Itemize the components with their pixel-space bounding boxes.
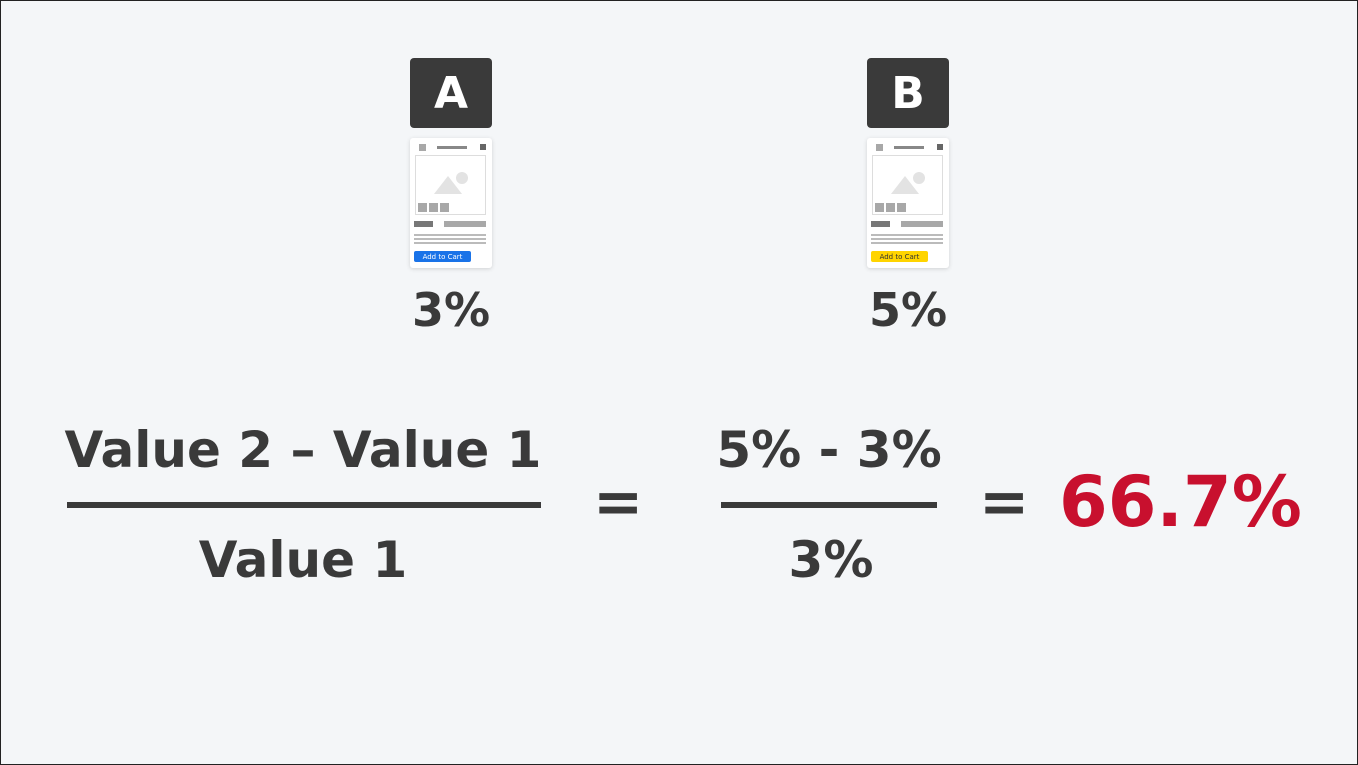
conversion-rate: 5% <box>828 283 988 337</box>
logo-placeholder <box>437 146 467 149</box>
variant-badge: B <box>867 58 949 128</box>
equals-sign: = <box>593 467 644 537</box>
cart-icon <box>480 144 486 150</box>
fraction-bar-2 <box>721 502 937 508</box>
rate-value: 5% <box>868 283 948 337</box>
formula-denominator: Value 1 <box>198 531 408 589</box>
image-placeholder-icon <box>872 155 943 215</box>
conversion-rate: 3% <box>371 283 531 337</box>
fraction-bar <box>67 502 541 508</box>
menu-icon <box>419 144 426 151</box>
cta-label: Add to Cart <box>422 252 463 261</box>
phone-mockup: Add to Cart <box>867 138 949 268</box>
logo-placeholder <box>894 146 924 149</box>
image-placeholder-icon <box>415 155 486 215</box>
cta-label: Add to Cart <box>879 252 920 261</box>
menu-icon <box>876 144 883 151</box>
cart-icon <box>937 144 943 150</box>
sub-numerator: 5% - 3% <box>716 421 942 479</box>
add-to-cart-button[interactable]: Add to Cart <box>414 251 471 262</box>
sub-denominator: 3% <box>788 531 874 589</box>
equals-sign-2: = <box>979 467 1030 537</box>
variant-badge: A <box>410 58 492 128</box>
formula-numerator: Value 2 – Value 1 <box>64 421 542 479</box>
phone-mockup: Add to Cart <box>410 138 492 268</box>
variant-label: B <box>891 67 925 119</box>
result-value: 66.7% <box>1059 461 1302 543</box>
add-to-cart-button[interactable]: Add to Cart <box>871 251 928 262</box>
rate-value: 3% <box>411 283 491 337</box>
variant-label: A <box>433 67 469 119</box>
